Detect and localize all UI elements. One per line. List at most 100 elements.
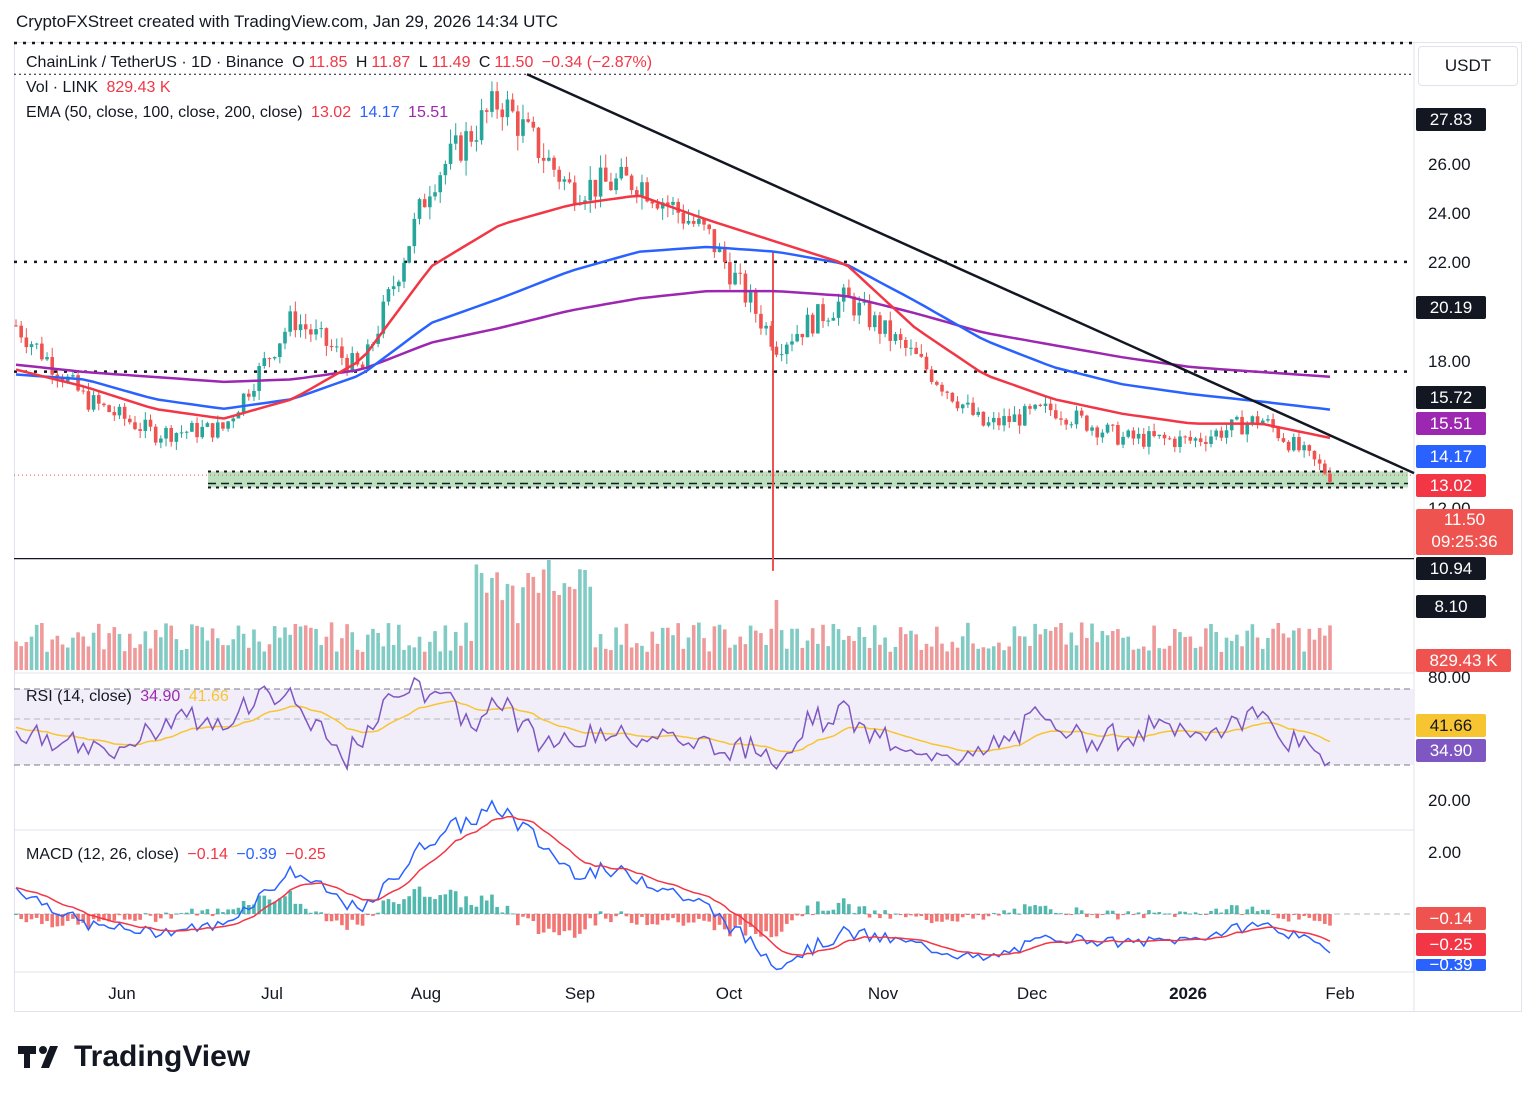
candle-body	[764, 325, 768, 329]
macd-hist-bar	[138, 914, 142, 920]
candle	[785, 342, 789, 365]
macd-hist-bar	[128, 914, 132, 920]
candle-body	[1229, 419, 1234, 431]
volume-bar	[578, 569, 582, 670]
volume-bar	[412, 647, 417, 670]
candle-body	[940, 384, 944, 392]
macd-hist-bar	[748, 914, 753, 927]
macd-hist-bar	[660, 914, 665, 921]
volume-bar	[479, 572, 484, 670]
volume-bar	[350, 632, 355, 670]
volume-bar	[1328, 625, 1332, 670]
candle-body	[397, 281, 401, 287]
candle-body	[655, 203, 660, 209]
volume-bar	[598, 634, 603, 670]
candle	[903, 336, 908, 357]
macd-hist-bar	[236, 907, 241, 914]
macd-hist-bar	[1126, 911, 1131, 914]
macd-hist-bar	[391, 902, 396, 914]
candle	[981, 411, 986, 427]
candle	[516, 105, 520, 151]
macd-hist-bar	[45, 914, 49, 922]
volume-bar	[691, 625, 696, 670]
tradingview-logo[interactable]: TradingView	[18, 1040, 250, 1074]
candle	[34, 342, 39, 350]
candle-body	[433, 192, 437, 197]
volume-bar	[293, 623, 298, 670]
macd-hist-bar	[929, 914, 934, 924]
volume-bar	[1302, 651, 1306, 670]
macd-hist-bar	[257, 895, 261, 914]
volume-bar	[1074, 645, 1079, 670]
candle-body	[836, 301, 841, 318]
macd-hist-bar	[159, 914, 163, 919]
candle	[355, 351, 360, 367]
macd-hist-bar	[645, 914, 649, 926]
macd-hist-bar	[614, 914, 618, 917]
candle-body	[1054, 410, 1058, 419]
candle-body	[1141, 433, 1146, 447]
macd-hist-bar	[293, 903, 298, 914]
candle	[1064, 417, 1068, 430]
volume-bar	[422, 651, 427, 670]
macd-hist-bar	[697, 914, 701, 919]
candle-body	[1286, 441, 1291, 451]
candle	[609, 172, 613, 191]
candle-body	[1281, 438, 1286, 442]
candle-body	[412, 218, 417, 247]
candle-body	[1090, 427, 1094, 431]
candle-body	[893, 334, 898, 341]
candle	[1312, 450, 1317, 466]
candle-body	[355, 353, 360, 365]
candle	[469, 125, 474, 147]
candle	[278, 343, 282, 364]
candle-body	[702, 218, 706, 225]
candle-body	[547, 157, 551, 161]
macd-hist-label: −0.14	[1416, 907, 1486, 930]
candle-body	[971, 402, 975, 415]
currency-button[interactable]: USDT	[1418, 46, 1518, 86]
candle	[722, 241, 727, 269]
macd-hist-bar	[1105, 910, 1110, 914]
volume-bar	[660, 627, 665, 670]
volume-bar	[60, 644, 65, 670]
candle-body	[769, 325, 774, 347]
volume-bar	[841, 639, 846, 670]
macd-hist-bar	[609, 914, 613, 923]
level-label-20: 20.19	[1416, 296, 1486, 319]
candle-body	[593, 179, 598, 197]
candle-body	[753, 292, 758, 314]
close-value: 11.50	[494, 54, 534, 71]
macd-hist-bar	[210, 914, 215, 916]
candle-body	[1214, 430, 1218, 437]
macd-hist-bar	[397, 904, 401, 914]
macd-hist-bar	[117, 914, 122, 916]
macd-hist-bar	[495, 906, 499, 914]
candle-body	[681, 212, 686, 224]
candle	[676, 198, 680, 224]
volume-bar	[862, 636, 867, 670]
candle	[231, 415, 236, 429]
x-tick: Dec	[1016, 984, 1048, 1003]
candle-body	[164, 427, 168, 439]
volume-bar	[1095, 642, 1100, 670]
candle	[557, 166, 561, 190]
candle-body	[903, 339, 908, 348]
volume-bar	[624, 623, 629, 670]
volume-bar	[65, 647, 70, 670]
volume-bar	[159, 637, 163, 670]
macd-hist-bar	[976, 914, 981, 916]
macd-hist-bar	[1198, 913, 1203, 915]
candle-body	[102, 403, 106, 406]
candle-body	[603, 167, 608, 182]
candle-body	[634, 190, 639, 197]
candle-body	[1085, 415, 1089, 431]
candle	[164, 425, 168, 447]
candle-body	[878, 315, 882, 334]
candle-body	[1328, 473, 1332, 482]
candle-body	[510, 99, 515, 112]
candle-body	[1105, 424, 1110, 433]
volume-bar	[283, 627, 287, 670]
volume-bar	[1276, 622, 1281, 670]
